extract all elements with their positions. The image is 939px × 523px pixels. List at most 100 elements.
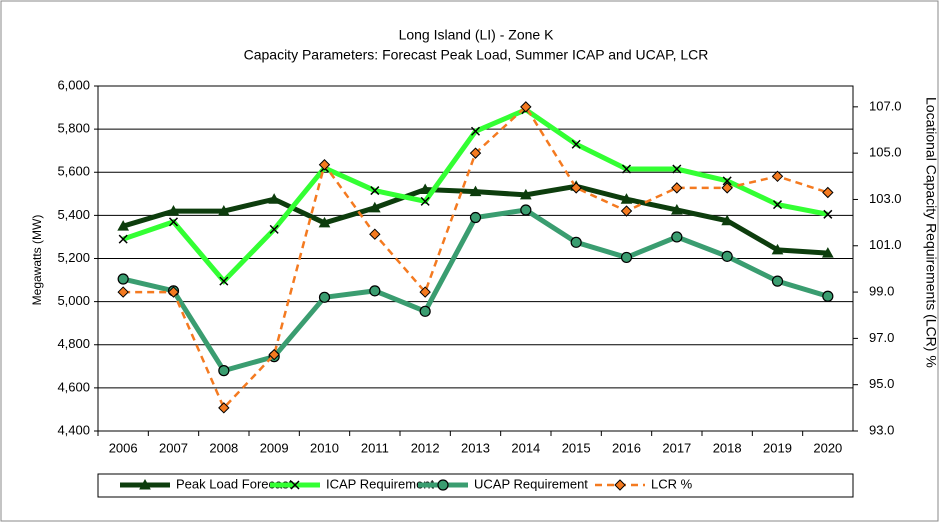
data-point (469, 185, 482, 197)
data-point (821, 247, 834, 258)
data-point (369, 285, 381, 297)
x-tick-label: 2018 (713, 440, 742, 455)
y2-tick-label: 105.0 (869, 145, 902, 160)
data-point (117, 273, 129, 285)
x-tick-label: 2012 (411, 440, 440, 455)
legend-box (97, 473, 854, 498)
data-point (269, 224, 279, 234)
data-point (118, 234, 128, 244)
data-point (218, 365, 230, 377)
data-point (519, 188, 532, 200)
data-point (368, 201, 381, 213)
data-point (217, 205, 230, 216)
data-point (469, 147, 482, 159)
x-tick-label: 2006 (109, 440, 138, 455)
data-point (167, 286, 180, 298)
y-tick-label: 5,000 (57, 293, 90, 308)
data-point (318, 216, 331, 228)
y-tick-label: 4,800 (57, 336, 90, 351)
data-point (670, 203, 683, 215)
data-point (419, 286, 431, 298)
data-point (722, 176, 732, 186)
legend-label: Peak Load Forecast (176, 476, 293, 491)
data-point (469, 211, 482, 224)
data-point (771, 275, 784, 287)
legend-marker (290, 480, 300, 490)
y-tick-label: 6,000 (57, 77, 90, 92)
data-point (420, 196, 430, 206)
data-point (520, 101, 532, 113)
legend-marker (614, 479, 626, 491)
x-tick-label: 2009 (260, 440, 289, 455)
data-point (822, 186, 834, 199)
y-tick-label: 4,600 (57, 379, 90, 394)
x-tick-label: 2010 (310, 440, 339, 455)
data-point (620, 251, 633, 264)
x-tick-label: 2017 (662, 440, 691, 455)
y2-tick-label: 97.0 (869, 330, 894, 345)
data-point (621, 164, 632, 174)
data-point (218, 402, 230, 414)
x-tick-label: 2015 (562, 440, 591, 455)
x-tick-label: 2014 (511, 440, 540, 455)
data-point (419, 183, 432, 194)
data-point (520, 204, 532, 216)
data-point (570, 182, 582, 194)
data-point (620, 193, 633, 204)
y-tick-label: 5,400 (57, 207, 90, 222)
data-point (117, 286, 129, 298)
data-point (721, 214, 734, 226)
data-point (620, 205, 633, 217)
data-point (772, 200, 783, 210)
legend-label: ICAP Requirement (326, 476, 435, 491)
data-point (168, 217, 179, 227)
x-tick-label: 2013 (461, 440, 490, 455)
data-point (571, 139, 581, 149)
legend-marker (437, 479, 449, 491)
x-tick-label: 2008 (209, 440, 238, 455)
data-point (470, 126, 481, 136)
data-point (771, 170, 784, 183)
data-point (671, 182, 683, 194)
data-point (672, 164, 682, 174)
data-point (822, 290, 834, 302)
y2-axis-label: Locational Capacity Requirements (LCR) % (923, 97, 939, 368)
y2-tick-label: 107.0 (869, 98, 902, 113)
y2-tick-label: 95.0 (869, 376, 894, 391)
data-point (671, 231, 683, 243)
data-point (419, 305, 431, 317)
y-tick-label: 5,200 (57, 250, 90, 265)
data-point (721, 182, 733, 194)
data-point (268, 348, 280, 361)
legend-label: LCR % (651, 476, 693, 491)
data-point (219, 276, 229, 286)
y-tick-label: 5,600 (57, 164, 90, 179)
y-tick-label: 4,400 (57, 422, 90, 437)
data-point (117, 220, 130, 231)
plot-area (97, 85, 854, 432)
legend-label: UCAP Requirement (474, 476, 588, 491)
x-tick-label: 2019 (763, 440, 792, 455)
data-point (167, 205, 180, 216)
y2-tick-label: 93.0 (869, 422, 894, 437)
y-tick-label: 5,800 (57, 121, 90, 136)
chart-title: Long Island (LI) - Zone K (399, 27, 555, 43)
y2-tick-label: 99.0 (869, 284, 894, 299)
x-tick-label: 2011 (361, 440, 389, 455)
y2-tick-label: 103.0 (869, 191, 902, 206)
data-point (570, 236, 582, 248)
data-point (268, 193, 281, 204)
data-point (369, 228, 381, 240)
data-point (771, 243, 784, 255)
y-axis-label: Megawatts (MW) (30, 215, 44, 306)
x-tick-label: 2007 (159, 440, 188, 455)
data-point (370, 186, 380, 196)
data-point (318, 159, 331, 171)
chart-subtitle: Capacity Parameters: Forecast Peak Load,… (244, 47, 709, 63)
y2-tick-label: 101.0 (869, 237, 902, 252)
data-point (823, 209, 833, 219)
legend-marker (139, 478, 151, 490)
data-point (318, 291, 331, 303)
